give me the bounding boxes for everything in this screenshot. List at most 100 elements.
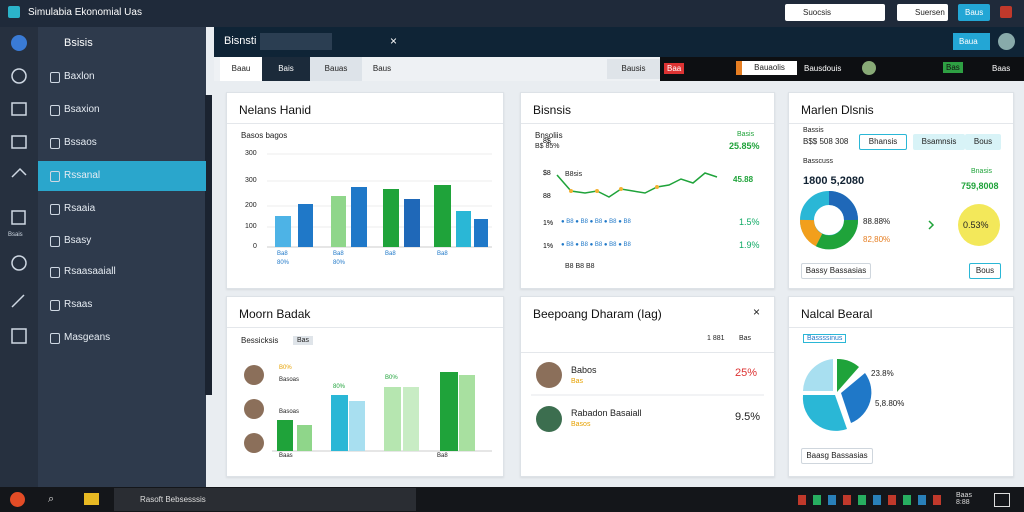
- bar: [277, 420, 293, 451]
- menu-item[interactable]: Rsaaia: [38, 194, 206, 224]
- bar: [349, 401, 365, 451]
- menu-text: Rsaaia: [64, 203, 96, 214]
- action-button[interactable]: Baasg Bassasias: [801, 448, 873, 464]
- bar-chart: [267, 153, 492, 248]
- x-label: 80%: [277, 260, 290, 266]
- row-value: 9.5%: [735, 411, 761, 423]
- folder-icon[interactable]: [84, 493, 99, 505]
- pie-slice: [802, 395, 847, 431]
- rail-icon[interactable]: [11, 255, 27, 271]
- action-button[interactable]: Bous: [969, 263, 1001, 279]
- bar: [298, 204, 313, 247]
- bar: [383, 189, 399, 247]
- panel-subtitle: Bassis: [803, 127, 824, 134]
- y-label: 300: [245, 177, 257, 184]
- x-label: Ba8: [277, 251, 288, 257]
- menu-item[interactable]: Rsaasaaiall: [38, 257, 206, 287]
- row-sub: Basos: [571, 421, 591, 428]
- tab[interactable]: Bauas: [310, 57, 362, 81]
- filter-button[interactable]: Bhansis: [859, 134, 907, 150]
- menu-item[interactable]: Masgeans: [38, 323, 206, 353]
- tick: $8: [543, 170, 551, 177]
- toolbar-avatar[interactable]: [998, 33, 1015, 50]
- bar: [297, 425, 312, 451]
- pie-slice: [841, 373, 872, 423]
- x-label: Ba8: [333, 251, 344, 257]
- strip-avatar[interactable]: [862, 61, 876, 75]
- avatar: [536, 362, 562, 388]
- label: Bnasis: [971, 168, 993, 175]
- strip-button[interactable]: Bausis: [607, 59, 660, 79]
- toolbar-select[interactable]: [260, 33, 332, 50]
- filter-button[interactable]: Bsamnsis: [913, 134, 965, 150]
- menu-item[interactable]: Baxlon: [38, 62, 206, 92]
- filter-button[interactable]: Bous: [965, 134, 1001, 150]
- tick: 8$: [543, 138, 551, 145]
- menu-item[interactable]: Bsaxion: [38, 95, 206, 125]
- rail-icon[interactable]: [11, 102, 27, 116]
- rail-icon[interactable]: [11, 167, 27, 178]
- bar: [331, 196, 346, 247]
- label: Basis: [737, 131, 755, 138]
- person-label: Basoas: [279, 409, 300, 415]
- start-button[interactable]: [10, 492, 25, 507]
- rail-icon[interactable]: [11, 210, 26, 225]
- primary-button[interactable]: Baus: [958, 4, 990, 21]
- rail-icon[interactable]: [11, 68, 27, 84]
- panel-title: Moorn Badak: [239, 307, 311, 321]
- notification-icon[interactable]: [994, 493, 1010, 507]
- menu-item[interactable]: Rsaas: [38, 290, 206, 320]
- tab[interactable]: Baus: [372, 64, 392, 73]
- menu-text: Rsaas: [64, 299, 93, 310]
- menu-item-active[interactable]: Rssanal: [38, 161, 206, 191]
- divider: [789, 327, 1013, 328]
- bar-label: B0%: [385, 375, 398, 381]
- close-icon[interactable]: [1000, 6, 1012, 18]
- panel: Moorn Badak Bessicksis Bas Basoas Basoas…: [226, 296, 504, 477]
- bar: [456, 211, 471, 247]
- pie-slice: [837, 358, 859, 392]
- search-icon[interactable]: ⌕: [48, 493, 55, 505]
- y-label: 100: [245, 223, 257, 230]
- tab-active[interactable]: Bais: [262, 57, 310, 81]
- menu-icon: [50, 333, 60, 344]
- row-name: Rabadon Basaiall: [571, 408, 642, 418]
- menu-text: Rsaasaaiall: [64, 266, 116, 277]
- rail-icon[interactable]: [11, 328, 27, 344]
- tab[interactable]: Baau: [220, 57, 262, 81]
- value: 1.9%: [739, 240, 760, 250]
- sidebar: [38, 27, 206, 487]
- toolbar-button[interactable]: Baua: [953, 33, 990, 50]
- strip-text: Baas: [992, 64, 1011, 73]
- label: B$ 85%: [535, 143, 560, 150]
- logo: [11, 35, 27, 51]
- menu-item[interactable]: Bssaos: [38, 128, 206, 158]
- primary-button-text: Baus: [965, 8, 984, 17]
- bar: [474, 219, 488, 247]
- rail-icon[interactable]: [11, 135, 27, 149]
- panel: Nelans Hanid Basos bagos 300 300 200 100…: [226, 92, 504, 289]
- panel: Beepoang Dharam (Iag) × 1 881 Bas Babos …: [520, 296, 775, 477]
- user-button[interactable]: Suersen: [897, 4, 948, 21]
- toolbar: [214, 27, 1024, 57]
- sidebar-header: Bsisis: [64, 37, 93, 49]
- search-box[interactable]: Suocsis: [785, 4, 885, 21]
- action-button[interactable]: Bassy Bassasias: [801, 263, 871, 279]
- menu-item[interactable]: Bsasy: [38, 226, 206, 256]
- close-x[interactable]: ×: [753, 305, 761, 319]
- point: [655, 185, 659, 189]
- people-bars: [244, 365, 492, 453]
- person-label: Basoas: [279, 377, 300, 383]
- toolbar-close[interactable]: ×: [390, 34, 398, 48]
- bar-label: Ba8: [437, 453, 448, 459]
- search-text: Suocsis: [803, 8, 832, 17]
- pie-label: 5,8.80%: [875, 399, 905, 408]
- y-label: 0: [253, 243, 257, 250]
- strip-chip[interactable]: Bauaolis: [736, 61, 797, 75]
- rail-icon[interactable]: [11, 294, 25, 308]
- taskbar-app[interactable]: Rasoft Bebsesssis: [114, 488, 416, 511]
- arrow: [928, 220, 935, 230]
- tick: 1%: [543, 220, 553, 227]
- menu-text: Bssaos: [64, 137, 97, 148]
- x-label: 80%: [333, 260, 346, 266]
